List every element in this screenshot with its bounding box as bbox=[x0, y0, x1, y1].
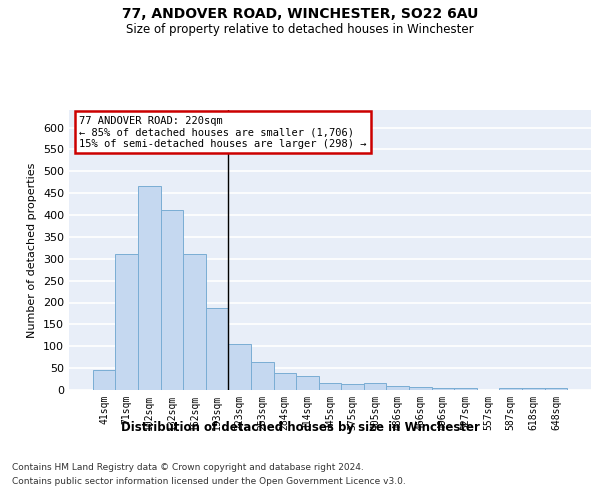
Bar bbox=[115, 254, 138, 390]
Bar bbox=[161, 210, 183, 390]
Bar bbox=[341, 384, 364, 390]
Bar bbox=[545, 388, 567, 390]
Text: Distribution of detached houses by size in Winchester: Distribution of detached houses by size … bbox=[121, 421, 479, 434]
Bar bbox=[319, 384, 341, 390]
Bar bbox=[229, 344, 251, 390]
Bar bbox=[296, 376, 319, 390]
Text: Contains HM Land Registry data © Crown copyright and database right 2024.: Contains HM Land Registry data © Crown c… bbox=[12, 462, 364, 471]
Bar bbox=[522, 388, 545, 390]
Y-axis label: Number of detached properties: Number of detached properties bbox=[28, 162, 37, 338]
Text: 77, ANDOVER ROAD, WINCHESTER, SO22 6AU: 77, ANDOVER ROAD, WINCHESTER, SO22 6AU bbox=[122, 8, 478, 22]
Text: Size of property relative to detached houses in Winchester: Size of property relative to detached ho… bbox=[126, 22, 474, 36]
Bar bbox=[183, 254, 206, 390]
Bar bbox=[93, 370, 115, 390]
Bar bbox=[251, 362, 274, 390]
Bar bbox=[386, 386, 409, 390]
Text: Contains public sector information licensed under the Open Government Licence v3: Contains public sector information licen… bbox=[12, 478, 406, 486]
Bar bbox=[138, 186, 161, 390]
Bar bbox=[431, 388, 454, 390]
Bar bbox=[409, 386, 431, 390]
Bar bbox=[364, 384, 386, 390]
Text: 77 ANDOVER ROAD: 220sqm
← 85% of detached houses are smaller (1,706)
15% of semi: 77 ANDOVER ROAD: 220sqm ← 85% of detache… bbox=[79, 116, 367, 149]
Bar bbox=[454, 388, 477, 390]
Bar bbox=[206, 308, 229, 390]
Bar bbox=[499, 388, 522, 390]
Bar bbox=[274, 374, 296, 390]
